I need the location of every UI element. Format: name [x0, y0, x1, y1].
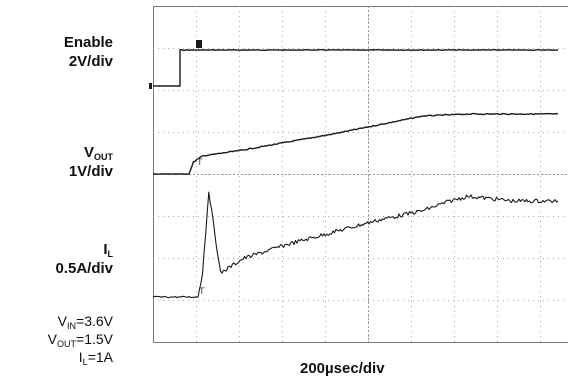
plot-grid — [153, 6, 568, 343]
ground-marker-vout: T — [197, 157, 203, 167]
x-axis-label: 200µsec/div — [300, 360, 385, 377]
condition-vout: VOUT=1.5V — [47, 331, 113, 349]
trace-channel-1 — [153, 49, 559, 87]
ground-marker-il: T — [199, 286, 205, 296]
channel-label-il: IL 0.5A/div — [55, 241, 113, 277]
test-conditions: VIN=3.6V VOUT=1.5V IL=1A — [47, 312, 113, 367]
channel-1-level-marker — [149, 83, 152, 89]
condition-il: IL=1A — [78, 349, 113, 367]
trace-channel-2 — [152, 112, 559, 175]
trigger-marker — [196, 40, 202, 48]
channel-label-enable: Enable 2V/div — [63, 34, 113, 70]
trace-channel-3 — [152, 191, 559, 299]
plot-traces: TT — [149, 40, 559, 299]
channel-label-vout: VOUT 1V/div — [68, 144, 113, 180]
condition-vin: VIN=3.6V — [57, 313, 113, 331]
